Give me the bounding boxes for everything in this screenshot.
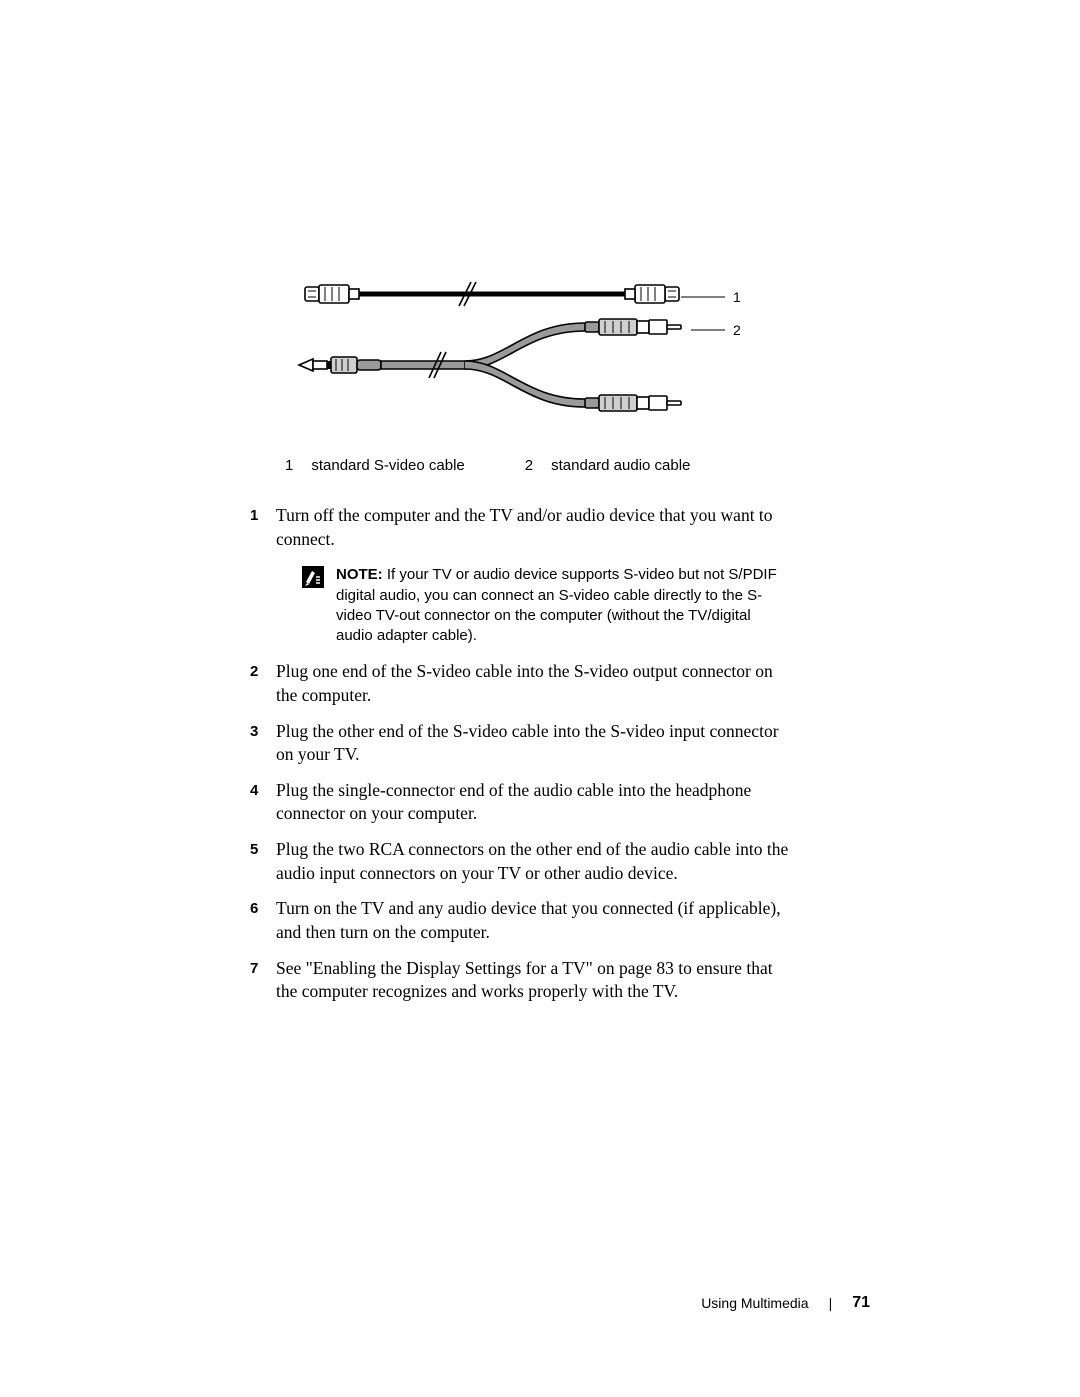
step-2: Plug one end of the S-video cable into t… xyxy=(250,660,790,707)
legend-text-1: standard S-video cable xyxy=(311,457,464,474)
cable-diagram: 12 xyxy=(285,270,825,435)
step-7: See "Enabling the Display Settings for a… xyxy=(250,957,790,1004)
legend-item-1: 1 standard S-video cable xyxy=(285,457,465,474)
step-6-text: Turn on the TV and any audio device that… xyxy=(276,898,781,942)
legend-num-1: 1 xyxy=(285,457,293,474)
cable-diagram-svg: 12 xyxy=(285,270,745,430)
step-3: Plug the other end of the S-video cable … xyxy=(250,720,790,767)
legend-item-2: 2 standard audio cable xyxy=(525,457,691,474)
note-icon xyxy=(302,566,324,588)
page-footer: Using Multimedia | 71 xyxy=(701,1294,870,1312)
step-5-text: Plug the two RCA connectors on the other… xyxy=(276,839,788,883)
step-5: Plug the two RCA connectors on the other… xyxy=(250,838,790,885)
note-block: NOTE: If your TV or audio device support… xyxy=(302,565,790,646)
note-body: If your TV or audio device supports S-vi… xyxy=(336,566,777,644)
step-7-text: See "Enabling the Display Settings for a… xyxy=(276,958,773,1002)
legend-num-2: 2 xyxy=(525,457,533,474)
footer-separator: | xyxy=(829,1295,833,1311)
step-4-text: Plug the single-connector end of the aud… xyxy=(276,780,751,824)
footer-page-number: 71 xyxy=(852,1294,870,1312)
note-text: NOTE: If your TV or audio device support… xyxy=(336,565,790,646)
step-1: Turn off the computer and the TV and/or … xyxy=(250,504,790,646)
note-label: NOTE: xyxy=(336,566,383,583)
instruction-list: Turn off the computer and the TV and/or … xyxy=(250,504,790,1004)
diagram-legend: 1 standard S-video cable 2 standard audi… xyxy=(285,457,790,474)
step-2-text: Plug one end of the S-video cable into t… xyxy=(276,661,773,705)
step-3-text: Plug the other end of the S-video cable … xyxy=(276,721,779,765)
svg-text:1: 1 xyxy=(733,289,741,305)
step-6: Turn on the TV and any audio device that… xyxy=(250,897,790,944)
step-4: Plug the single-connector end of the aud… xyxy=(250,779,790,826)
step-1-text: Turn off the computer and the TV and/or … xyxy=(276,505,773,549)
svg-text:2: 2 xyxy=(733,322,741,338)
content-column: 12 1 standard S-video cable 2 standard a… xyxy=(250,270,790,1016)
legend-text-2: standard audio cable xyxy=(551,457,690,474)
page: 12 1 standard S-video cable 2 standard a… xyxy=(0,0,1080,1397)
footer-section: Using Multimedia xyxy=(701,1295,808,1311)
